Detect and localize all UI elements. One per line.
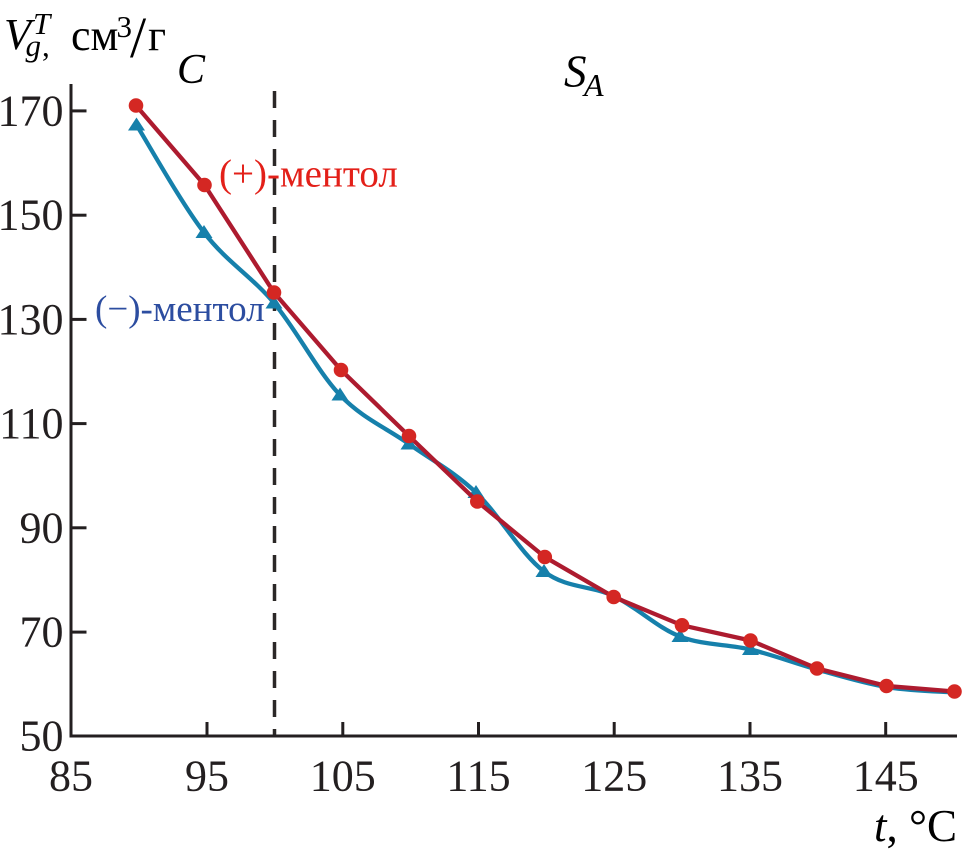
svg-text:50: 50 <box>20 712 64 761</box>
svg-text:A: A <box>582 67 604 103</box>
svg-text:115: 115 <box>446 752 510 801</box>
svg-text:g: g <box>26 28 42 63</box>
svg-text:85: 85 <box>49 752 93 801</box>
svg-text:130: 130 <box>0 295 64 344</box>
svg-text:t, °C: t, °C <box>874 801 957 851</box>
svg-text:150: 150 <box>0 191 64 240</box>
svg-text:70: 70 <box>20 608 64 657</box>
svg-text:170: 170 <box>0 86 64 135</box>
svg-text:V: V <box>4 10 36 59</box>
svg-text:105: 105 <box>310 752 376 801</box>
svg-text:(+)-ментол: (+)-ментол <box>219 153 398 196</box>
svg-text:(−)-ментол: (−)-ментол <box>95 289 265 330</box>
svg-text:125: 125 <box>581 752 647 801</box>
svg-text:110: 110 <box>0 399 64 448</box>
svg-text:95: 95 <box>185 752 229 801</box>
svg-text:145: 145 <box>853 752 919 801</box>
svg-text:,: , <box>42 28 50 63</box>
svg-text:3: 3 <box>117 9 133 44</box>
svg-text:г: г <box>148 11 166 60</box>
svg-text:см: см <box>71 11 118 60</box>
svg-text:T: T <box>33 6 53 41</box>
svg-text:S: S <box>564 47 587 97</box>
svg-text:/: / <box>130 5 147 70</box>
svg-text:135: 135 <box>717 752 783 801</box>
svg-text:C: C <box>177 47 206 93</box>
svg-text:90: 90 <box>20 503 64 552</box>
